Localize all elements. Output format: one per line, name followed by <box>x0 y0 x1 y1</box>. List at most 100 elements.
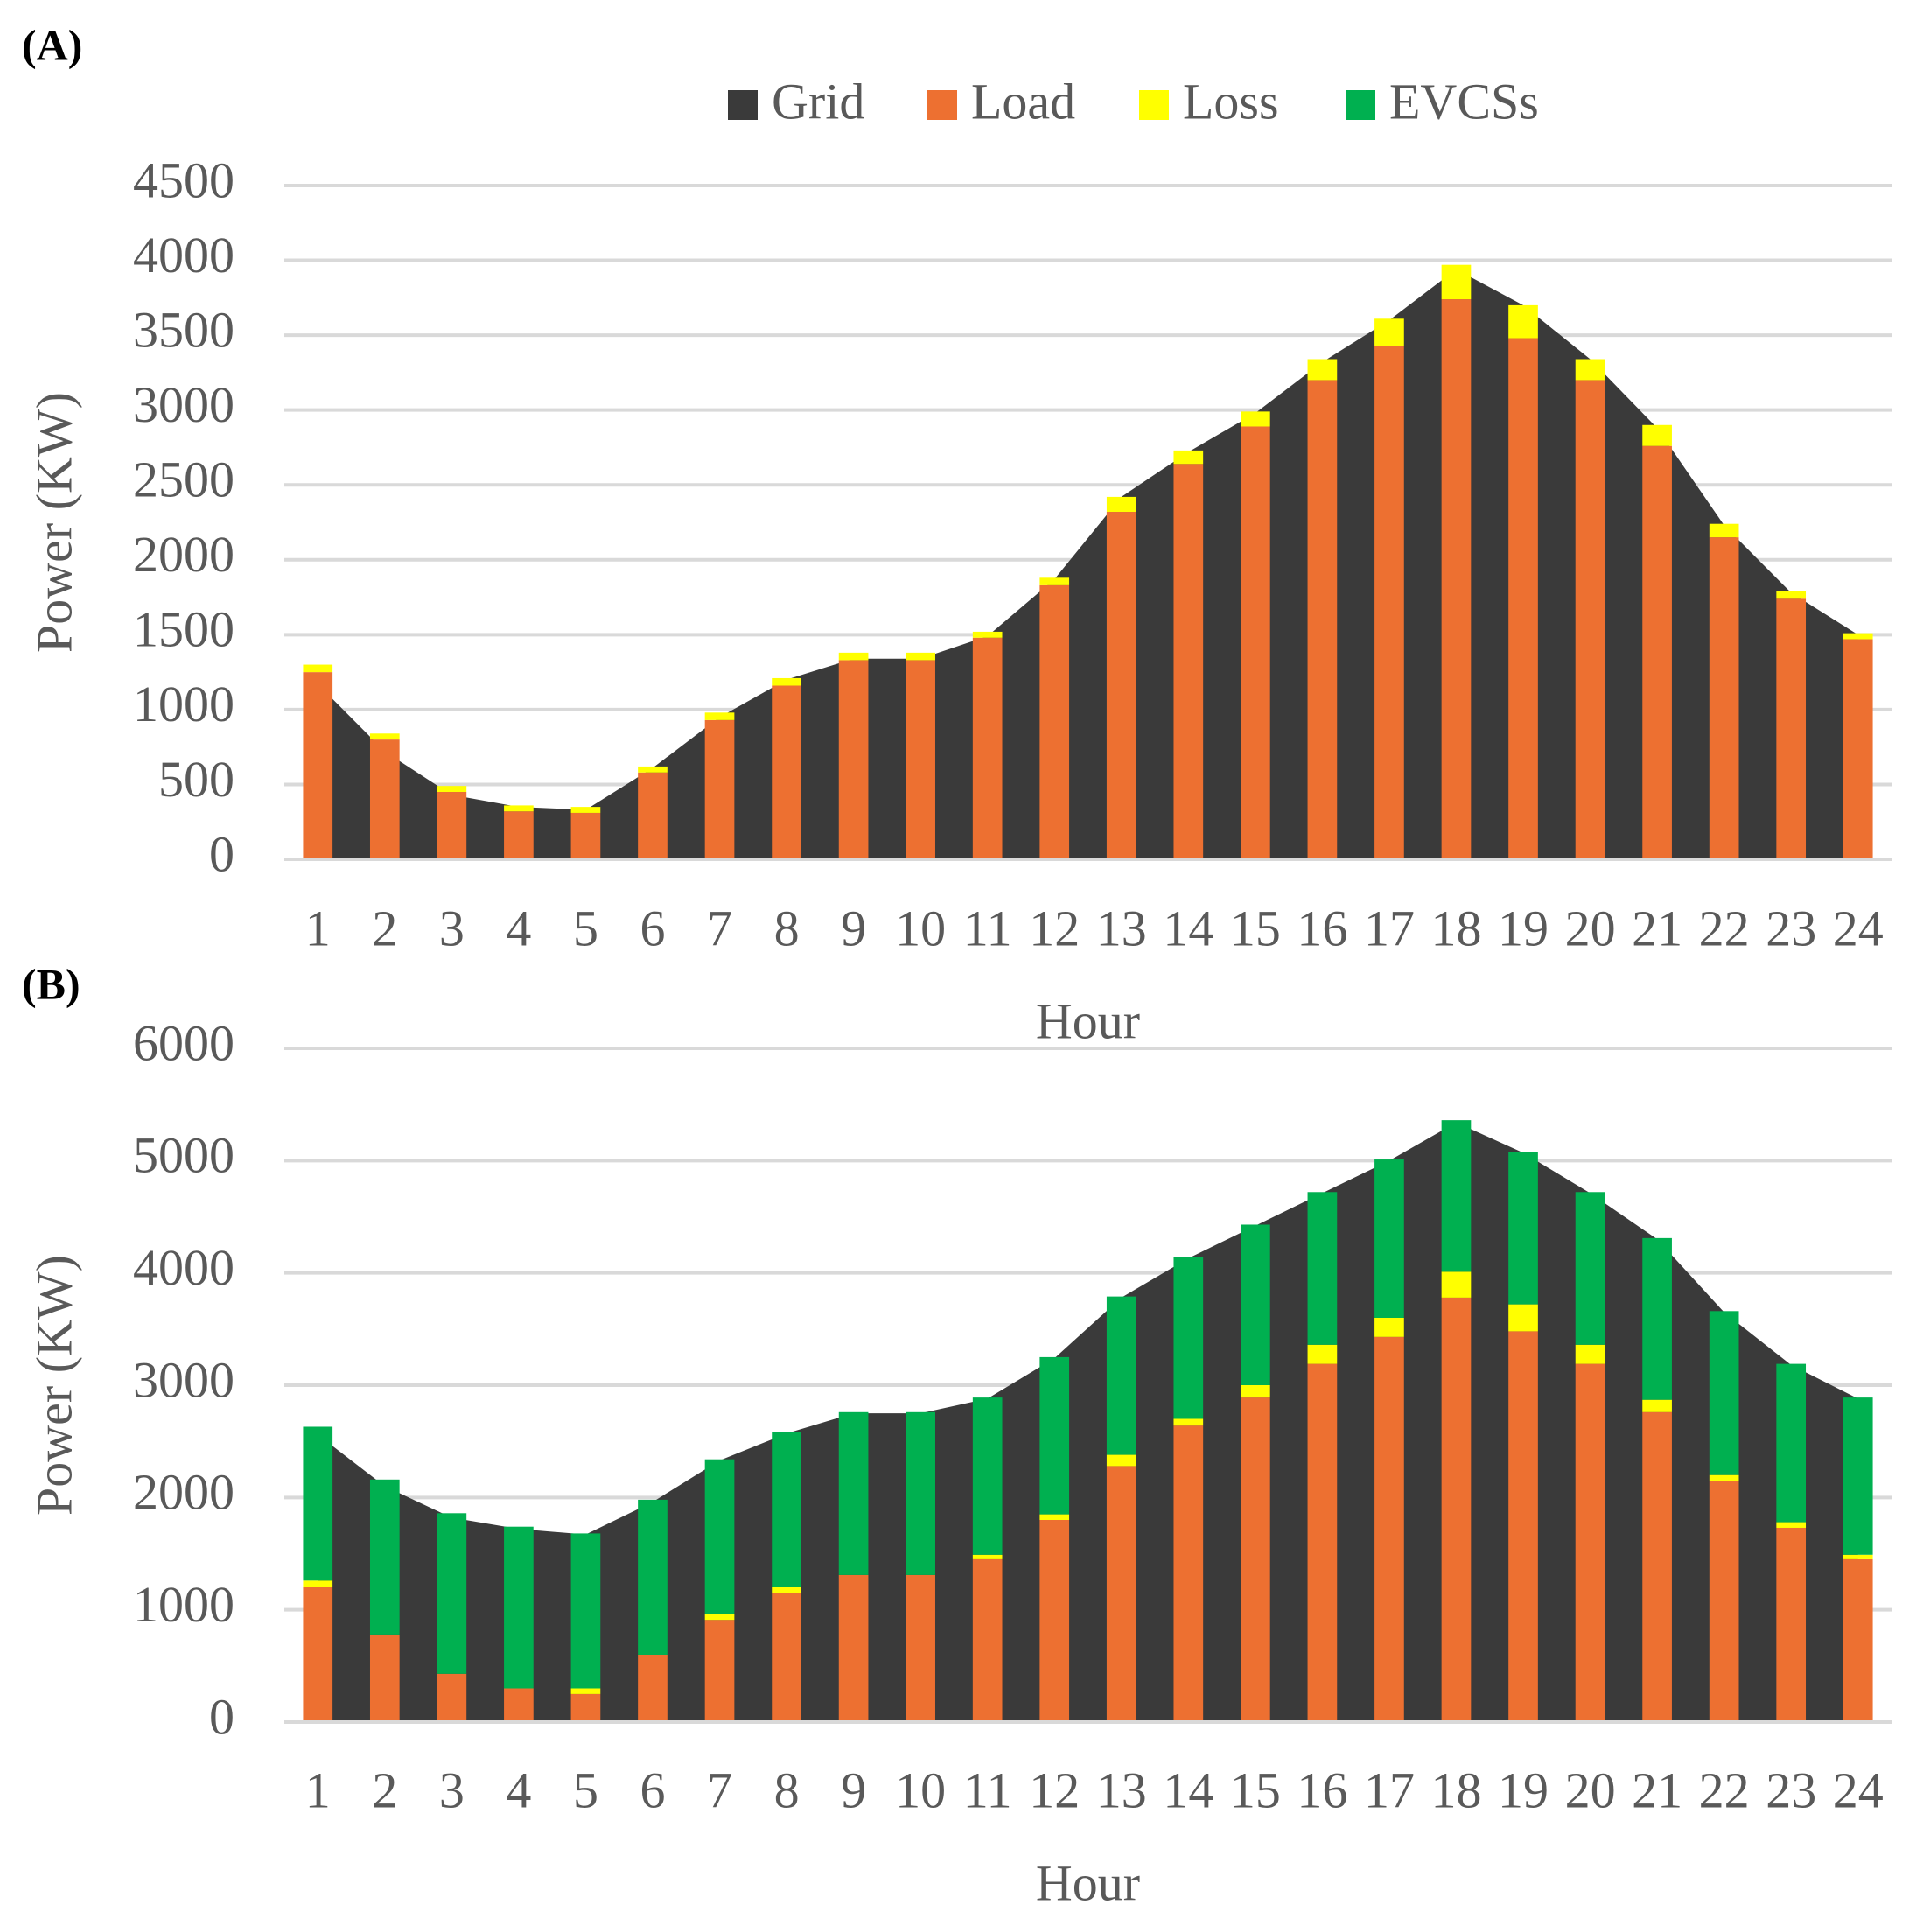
bar-segment <box>1575 380 1605 859</box>
bar-segment <box>838 1411 869 1575</box>
x-tick-label: 4 <box>506 900 531 956</box>
bar-segment <box>303 1580 333 1587</box>
bar-segment <box>1039 1520 1070 1722</box>
bar-segment <box>972 1558 1003 1722</box>
x-tick-label: 9 <box>841 900 866 956</box>
x-tick-label: 13 <box>1096 900 1147 956</box>
x-tick-label: 21 <box>1632 1761 1682 1818</box>
x-tick-label: 8 <box>774 900 800 956</box>
bar-segment <box>1241 426 1270 859</box>
bar-segment <box>1709 1474 1739 1481</box>
y-tick-label: 2000 <box>133 526 234 583</box>
bar-segment <box>1241 1385 1270 1398</box>
x-tick-label: 3 <box>439 900 465 956</box>
bar-segment <box>1642 424 1672 446</box>
x-tick-label: 15 <box>1230 900 1281 956</box>
bar-segment <box>1508 338 1538 859</box>
x-tick-label: 10 <box>895 900 946 956</box>
y-tick-label: 3000 <box>133 376 234 433</box>
bar-segment <box>1776 1363 1807 1522</box>
y-tick-label: 3500 <box>133 301 234 358</box>
bar-segment <box>972 1397 1003 1555</box>
x-tick-label: 24 <box>1833 1761 1884 1818</box>
bar-segment <box>570 807 601 813</box>
x-tick-label: 3 <box>439 1761 465 1818</box>
bar-segment <box>1843 633 1873 640</box>
bar-segment <box>369 1479 400 1634</box>
bar-segment <box>704 719 735 859</box>
x-tick-label: 8 <box>774 1761 800 1818</box>
x-tick-label: 2 <box>372 1761 397 1818</box>
bar-segment <box>906 1574 935 1722</box>
bar-segment <box>772 1592 801 1722</box>
bar-segment <box>1441 1120 1472 1272</box>
x-tick-label: 1 <box>305 1761 331 1818</box>
bar-segment <box>1575 1192 1605 1345</box>
legend-swatch <box>1346 90 1375 120</box>
x-tick-label: 1 <box>305 900 331 956</box>
bar-segment <box>570 1533 601 1689</box>
bar-segment <box>906 652 935 661</box>
x-tick-label: 11 <box>963 900 1012 956</box>
bar-segment <box>1374 1336 1404 1722</box>
bar-segment <box>1508 304 1538 339</box>
y-tick-label: 1000 <box>133 676 234 732</box>
bar-segment <box>1776 1522 1807 1528</box>
legend-swatch <box>728 90 758 120</box>
bar-segment <box>303 1587 333 1722</box>
x-tick-label: 16 <box>1297 1761 1347 1818</box>
y-tick-label: 0 <box>209 825 234 882</box>
bar-segment <box>504 811 534 859</box>
x-tick-label: 19 <box>1498 900 1549 956</box>
x-tick-label: 23 <box>1766 900 1816 956</box>
x-tick-label: 22 <box>1699 1761 1750 1818</box>
x-tick-label: 21 <box>1632 900 1682 956</box>
x-tick-label: 14 <box>1163 1761 1213 1818</box>
bar-segment <box>437 786 467 792</box>
bar-segment <box>1374 1159 1404 1318</box>
grid-area <box>318 1122 1858 1722</box>
bar-segment <box>906 1411 935 1575</box>
bar-segment <box>1173 450 1204 465</box>
bar-segment <box>570 1693 601 1722</box>
bar-segment <box>369 739 400 859</box>
bar-segment <box>638 766 668 773</box>
x-tick-label: 24 <box>1833 900 1884 956</box>
bar-segment <box>1374 318 1404 346</box>
panel-label: (B) <box>22 959 80 1008</box>
x-tick-label: 6 <box>640 900 665 956</box>
bar-segment <box>1776 1527 1807 1722</box>
x-tick-label: 13 <box>1096 1761 1147 1818</box>
bar-segment <box>1642 1399 1672 1412</box>
x-tick-label: 6 <box>640 1761 665 1818</box>
x-tick-label: 20 <box>1565 900 1616 956</box>
x-tick-label: 7 <box>707 1761 732 1818</box>
bar-segment <box>570 812 601 859</box>
bar-segment <box>1441 299 1472 859</box>
bar-segment <box>1173 464 1204 859</box>
bar-segment <box>1307 359 1338 381</box>
bar-segment <box>1241 1224 1270 1385</box>
bar-segment <box>838 1574 869 1722</box>
bar-segment <box>1307 1192 1338 1345</box>
bar-segment <box>504 1688 534 1722</box>
legend-swatch <box>927 90 957 120</box>
bar-segment <box>772 1432 801 1587</box>
x-tick-label: 17 <box>1364 1761 1415 1818</box>
bar-segment <box>437 1513 467 1674</box>
bar-segment <box>303 672 333 859</box>
x-tick-label: 16 <box>1297 900 1347 956</box>
bar-segment <box>1374 1318 1404 1337</box>
x-tick-label: 14 <box>1163 900 1213 956</box>
y-tick-label: 4500 <box>133 151 234 208</box>
bar-segment <box>638 1655 668 1722</box>
y-tick-label: 0 <box>209 1688 234 1745</box>
bar-segment <box>1374 346 1404 860</box>
bar-segment <box>303 664 333 673</box>
bar-segment <box>772 677 801 686</box>
y-axis-label: Power (KW) <box>25 392 82 653</box>
bar-segment <box>972 1554 1003 1559</box>
bar-segment <box>1241 411 1270 427</box>
y-tick-label: 2000 <box>133 1464 234 1521</box>
x-tick-label: 19 <box>1498 1761 1549 1818</box>
